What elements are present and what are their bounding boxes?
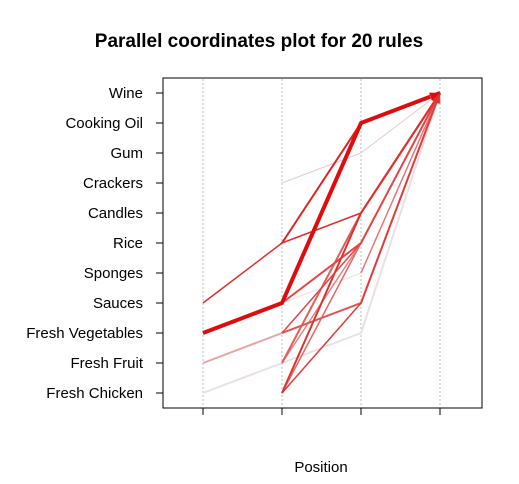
y-tick-label-candles: Candles [88, 205, 143, 222]
y-axis: Fresh Chicken Fresh Fruit Fresh Vegetables… [26, 85, 163, 402]
y-tick-label-wine: Wine [109, 85, 143, 102]
y-tick-label-fresh-chicken: Fresh Chicken [46, 385, 143, 402]
rule-line-20 [360, 92, 441, 274]
y-tick-label-gum: Gum [110, 145, 143, 162]
rule-line-1 [281, 92, 441, 184]
y-tick-label-rice: Rice [113, 235, 143, 252]
y-tick-label-fresh-vegetables: Fresh Vegetables [26, 325, 143, 342]
y-tick-label-cooking-oil: Cooking Oil [65, 115, 143, 132]
y-tick-label-sauces: Sauces [93, 295, 143, 312]
x-axis [202, 408, 441, 415]
chart-title: Parallel coordinates plot for 20 rules [95, 31, 423, 52]
x-axis-title: Position [294, 459, 347, 476]
grid-lines [202, 79, 441, 407]
rule-line-12 [281, 92, 441, 394]
y-tick-label-sponges: Sponges [84, 265, 143, 282]
rule-lines [202, 91, 441, 394]
rule-arrowhead-17 [431, 93, 440, 104]
rule-line-17 [281, 92, 441, 394]
rule-line-15 [281, 92, 441, 334]
y-tick-label-fresh-fruit: Fresh Fruit [70, 355, 143, 372]
y-tick-label-crackers: Crackers [83, 175, 143, 192]
rule-arrowheads [429, 92, 441, 104]
rule-arrowhead-7 [429, 92, 440, 101]
plot-frame [162, 77, 483, 409]
rule-line-7 [202, 91, 441, 335]
